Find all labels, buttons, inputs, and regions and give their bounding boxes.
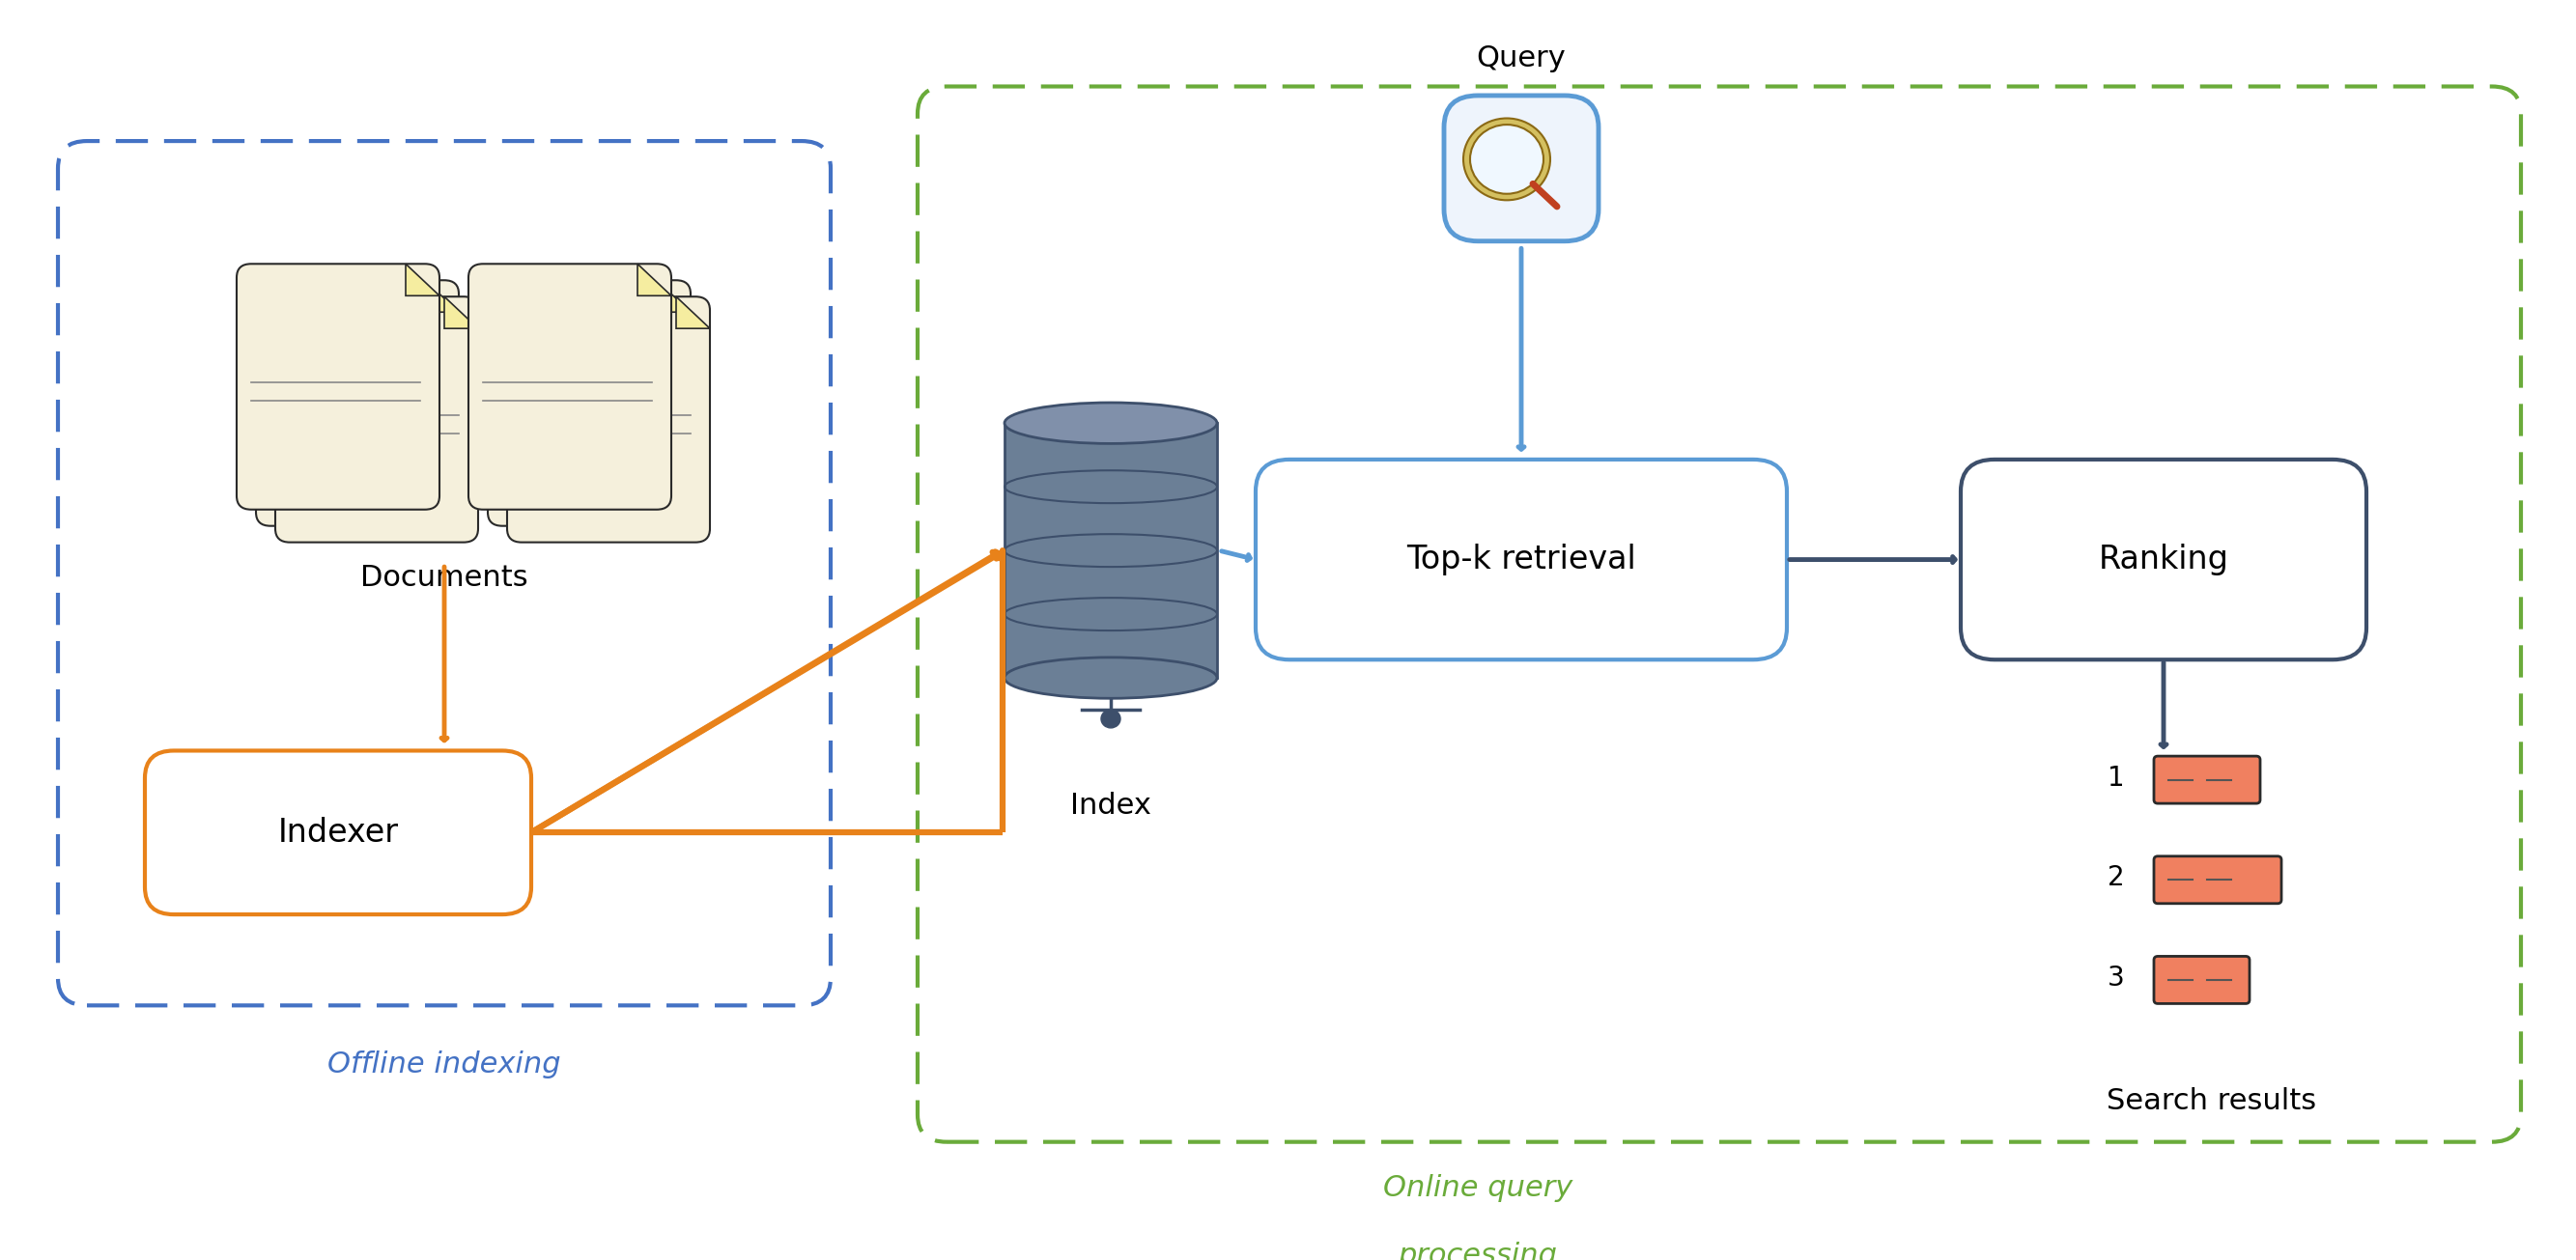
Circle shape: [1471, 125, 1543, 194]
FancyBboxPatch shape: [1445, 96, 1600, 241]
FancyBboxPatch shape: [2154, 756, 2259, 804]
Text: Index: Index: [1069, 791, 1151, 819]
Text: Documents: Documents: [361, 564, 528, 592]
FancyBboxPatch shape: [276, 296, 479, 542]
Polygon shape: [443, 296, 479, 329]
FancyBboxPatch shape: [237, 263, 440, 509]
Circle shape: [1463, 118, 1551, 200]
Ellipse shape: [1005, 403, 1216, 444]
Polygon shape: [404, 263, 440, 296]
Text: processing: processing: [1399, 1242, 1558, 1260]
FancyBboxPatch shape: [487, 280, 690, 525]
FancyBboxPatch shape: [255, 280, 459, 525]
FancyBboxPatch shape: [144, 751, 531, 915]
Bar: [1005, 423, 1216, 678]
Polygon shape: [636, 263, 672, 296]
Text: 1: 1: [2107, 765, 2125, 791]
Text: Indexer: Indexer: [278, 816, 399, 848]
FancyBboxPatch shape: [469, 263, 672, 509]
FancyBboxPatch shape: [1960, 460, 2367, 660]
Text: Query: Query: [1476, 45, 1566, 73]
Polygon shape: [675, 296, 711, 329]
FancyBboxPatch shape: [2154, 956, 2249, 1004]
Circle shape: [1100, 709, 1121, 728]
Text: Offline indexing: Offline indexing: [327, 1051, 562, 1079]
Text: 2: 2: [2107, 864, 2125, 892]
Text: Search results: Search results: [2107, 1087, 2316, 1115]
Polygon shape: [657, 280, 690, 312]
Text: Ranking: Ranking: [2099, 543, 2228, 576]
Text: 3: 3: [2107, 965, 2125, 992]
Text: Online query: Online query: [1383, 1174, 1571, 1202]
FancyBboxPatch shape: [507, 296, 711, 542]
FancyBboxPatch shape: [1255, 460, 1788, 660]
Polygon shape: [425, 280, 459, 312]
FancyBboxPatch shape: [2154, 857, 2282, 903]
Ellipse shape: [1005, 658, 1216, 698]
Text: Top-k retrieval: Top-k retrieval: [1406, 543, 1636, 576]
